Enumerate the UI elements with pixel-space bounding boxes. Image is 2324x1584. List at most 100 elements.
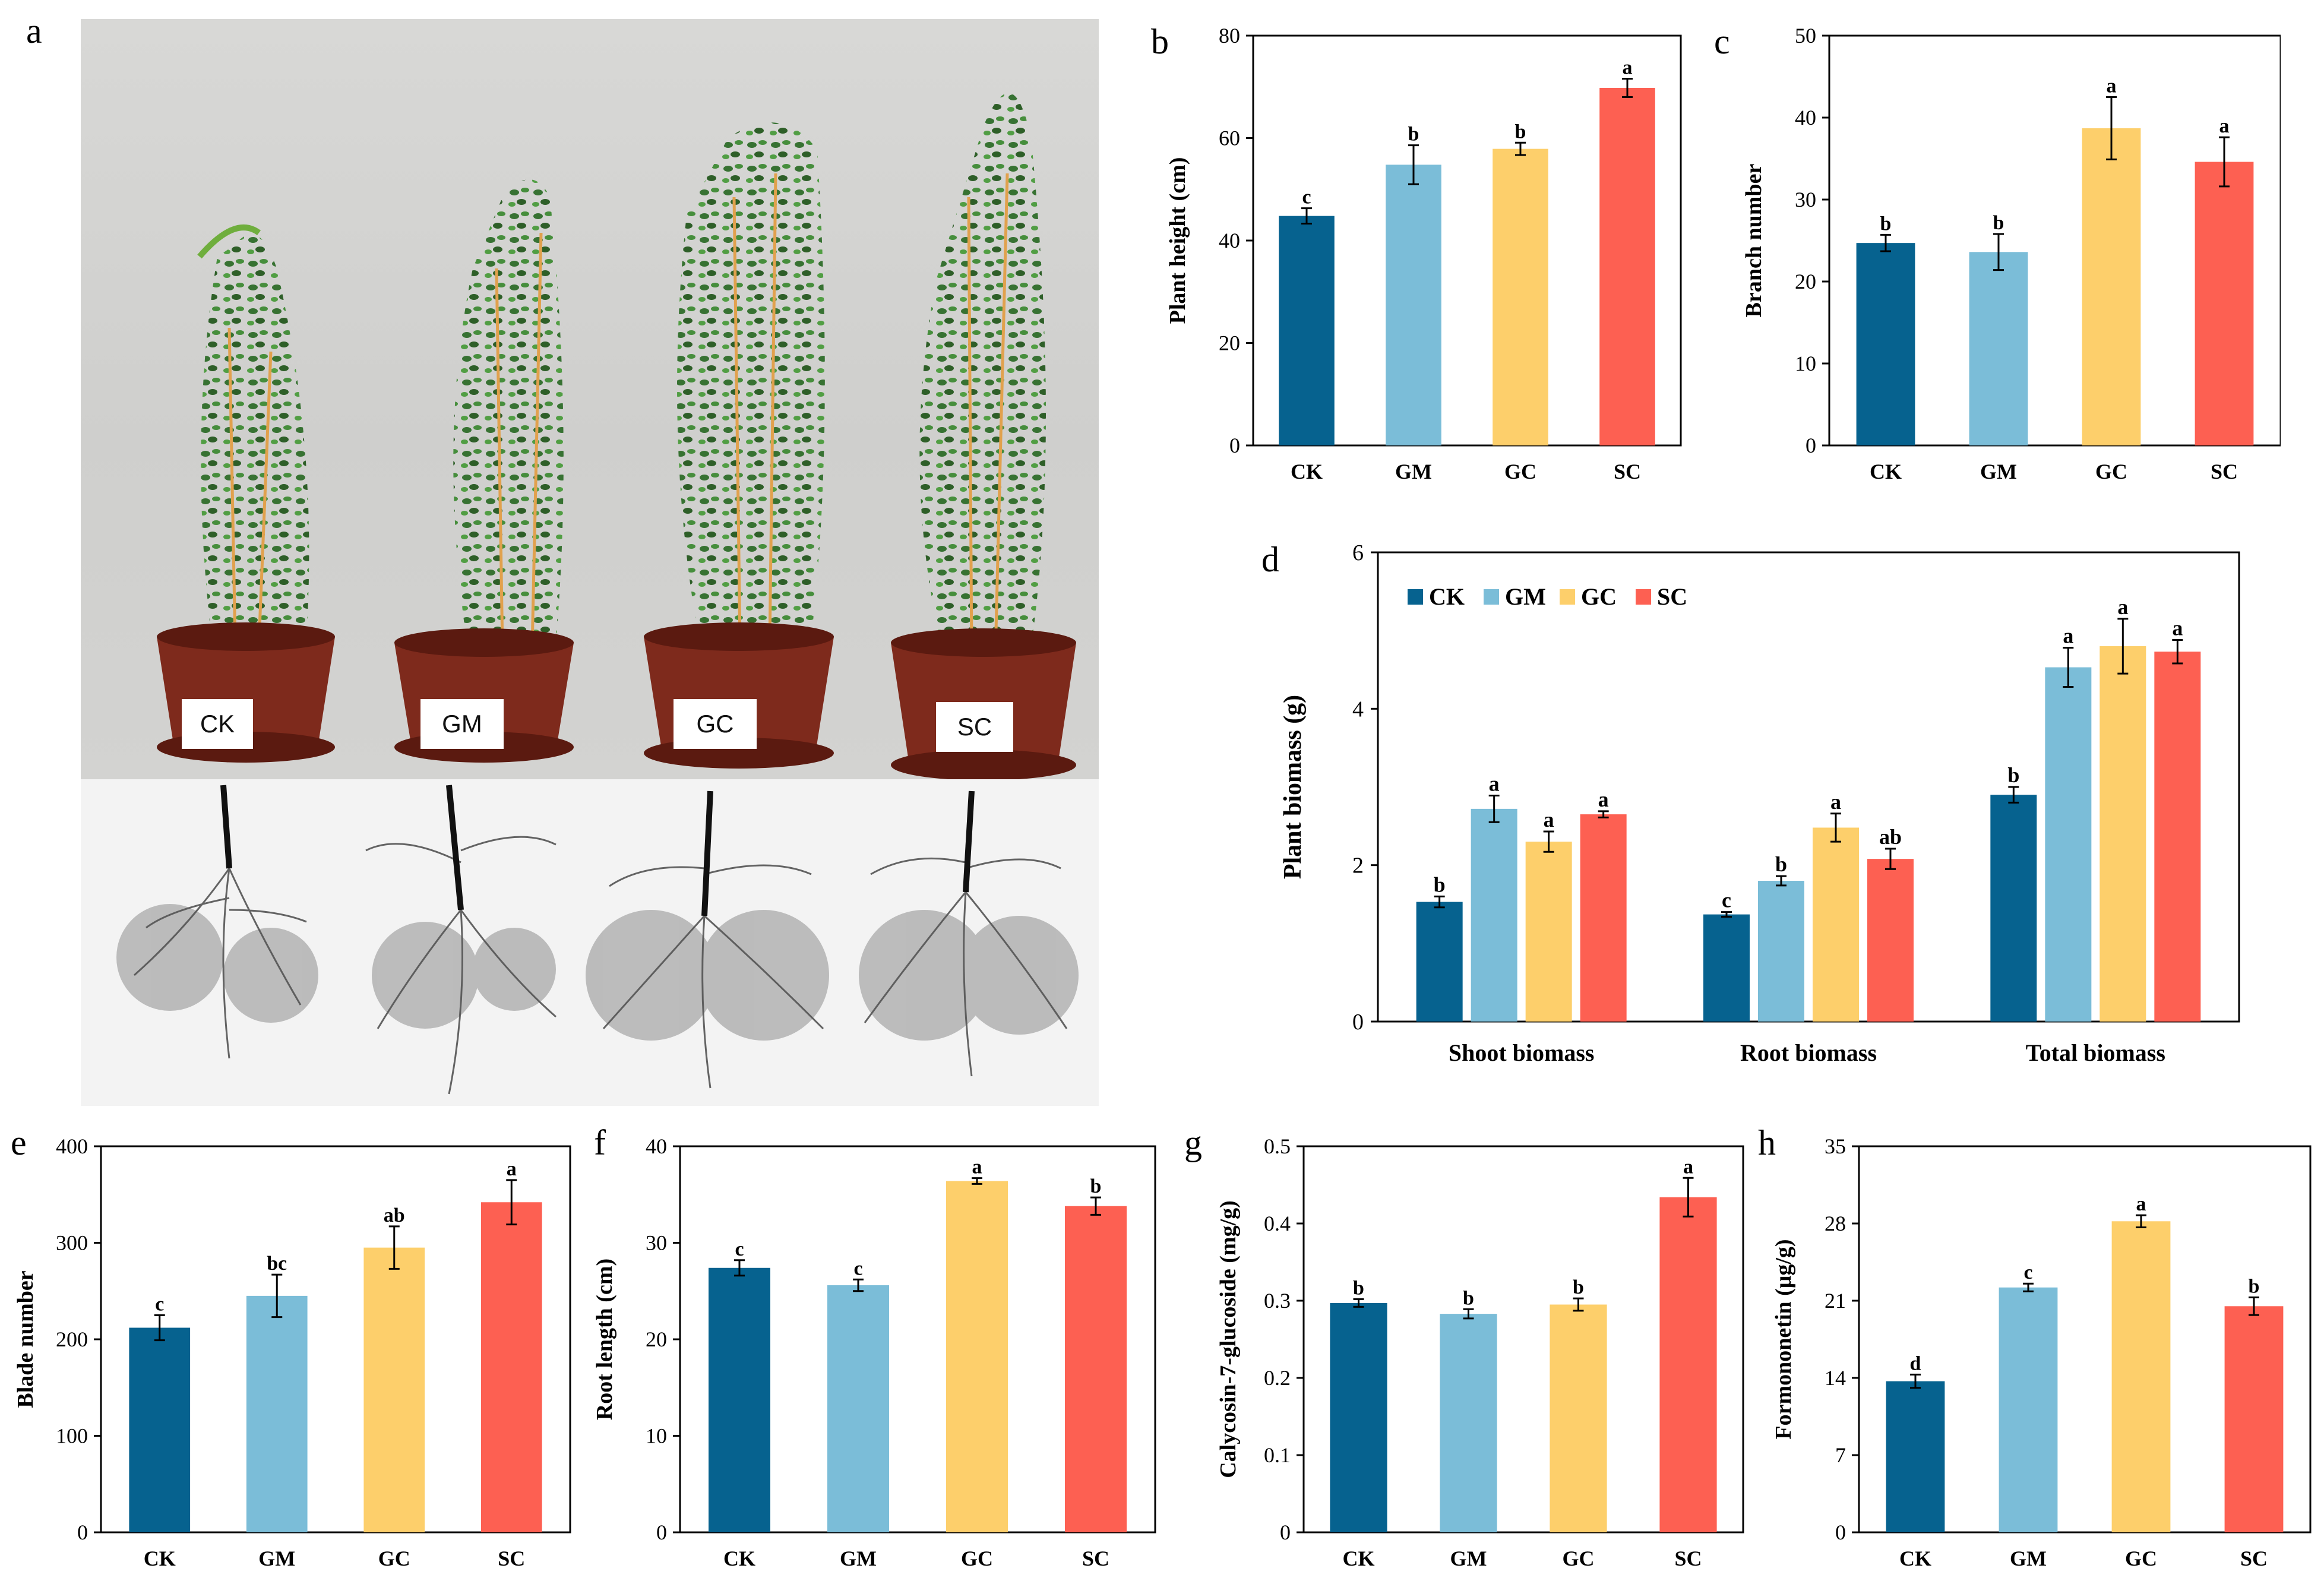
chart-formononetin: 0 7 14 21 28 35 Formononetin (μg/g) d CK c GM a GC b S…	[1752, 1128, 2322, 1580]
y-tick-label: 0	[1352, 1010, 1364, 1035]
significance-letter: a	[1623, 56, 1633, 78]
chart-svg-f: 0 10 20 30 40 Root length (cm) c CK c GM a GC b SC	[592, 1134, 1156, 1570]
chart-svg-g: 0 0.1 0.2 0.3 0.4 0.5 Calycosin-7-glucoside (m…	[1216, 1134, 1744, 1570]
significance-letter: a	[2117, 595, 2128, 619]
panel-letter-b: b	[1151, 22, 1169, 61]
bar-sc	[480, 1202, 542, 1532]
bar-gc	[1525, 842, 1572, 1022]
legend-swatch-ck	[1408, 589, 1423, 605]
significance-letter: b	[1353, 1277, 1364, 1299]
panel-letter-d: d	[1261, 540, 1279, 579]
chart-blade-number: 0 100 200 300 400 Blade number c CK bc GM ab GC a SC	[0, 1128, 576, 1580]
y-axis-label: Plant height (cm)	[1165, 157, 1190, 324]
y-tick-label: 0	[1835, 1520, 1846, 1544]
bar-ck	[1886, 1381, 1945, 1532]
y-tick-label: 80	[1219, 24, 1240, 48]
significance-letter: b	[2249, 1275, 2260, 1297]
x-tick-label: GC	[961, 1547, 993, 1570]
x-group-label: Shoot biomass	[1449, 1039, 1595, 1066]
plot-frame	[1858, 1145, 2312, 1534]
y-tick-label: 35	[1825, 1134, 1846, 1158]
bar-ck	[1330, 1302, 1387, 1532]
significance-letter: b	[1434, 872, 1446, 896]
x-tick-label: SC	[1614, 460, 1641, 483]
bar-gm	[2045, 667, 2092, 1022]
y-tick-label: 200	[56, 1327, 88, 1351]
chart-plant-biomass: 0 2 4 6 Plant biomass (g) b a a a Shoot biomass c b…	[1247, 535, 2257, 1105]
bar-ck	[1279, 216, 1335, 445]
y-axis-label: Root length (cm)	[592, 1259, 617, 1420]
x-tick-label: SC	[2240, 1547, 2268, 1570]
y-tick-label: 0.3	[1264, 1289, 1291, 1313]
x-tick-label: GM	[2010, 1547, 2047, 1570]
bar-ck	[1416, 902, 1463, 1022]
y-tick-label: 30	[646, 1231, 667, 1255]
legend-swatch-sc	[1636, 589, 1651, 605]
significance-letter: a	[972, 1156, 982, 1178]
plant-photo: CK GM GC SC	[81, 19, 1099, 1106]
y-tick-label: 30	[1795, 188, 1816, 211]
y-tick-label: 21	[1825, 1289, 1846, 1313]
pot-label-gc: GC	[674, 699, 757, 749]
y-tick-label: 0.1	[1264, 1443, 1291, 1467]
legend-label: SC	[1657, 583, 1687, 610]
significance-letter: b	[1463, 1287, 1474, 1309]
y-tick-label: 0	[1806, 434, 1816, 457]
bar-ck	[1856, 243, 1915, 445]
panel-letter-e: e	[11, 1123, 27, 1162]
significance-letter: a	[2136, 1193, 2146, 1215]
significance-letter: c	[1302, 186, 1311, 208]
bar-ck	[1990, 795, 2037, 1022]
root-system-illustration	[116, 785, 1079, 1095]
significance-letter: c	[1722, 889, 1731, 912]
y-tick-label: 20	[646, 1327, 667, 1351]
y-tick-label: 4	[1352, 697, 1364, 722]
plot-frame	[1828, 34, 2281, 447]
chart-svg-c: 0 10 20 30 40 50 Branch number b CK b GM a GC a SC	[1741, 24, 2281, 483]
bar-gc	[363, 1247, 425, 1532]
bar-gc	[946, 1181, 1008, 1532]
y-tick-label: 0	[77, 1520, 88, 1544]
pot-label-sc: SC	[936, 702, 1013, 752]
bar-ck	[129, 1327, 191, 1532]
bar-ck	[709, 1267, 770, 1532]
chart-plant-height: 0 20 40 60 80 Plant height (cm) c CK b GM b GC a SC	[1146, 18, 1693, 487]
x-tick-label: SC	[1674, 1547, 1702, 1570]
x-tick-label: GC	[1504, 460, 1536, 483]
chart-branch-number: 0 10 20 30 40 50 Branch number b CK b GM a GC a SC	[1710, 18, 2281, 487]
plot-frame	[1302, 1145, 1744, 1534]
bar-gc	[1550, 1304, 1607, 1532]
significance-letter: a	[507, 1158, 517, 1180]
x-tick-label: CK	[1870, 460, 1902, 483]
y-tick-label: 20	[1219, 331, 1240, 355]
y-tick-label: 0.2	[1264, 1366, 1291, 1390]
significance-letter: b	[2007, 763, 2019, 787]
x-tick-label: CK	[144, 1547, 176, 1570]
bar-gm	[827, 1285, 889, 1532]
x-tick-label: SC	[1082, 1547, 1109, 1570]
bar-ck	[1703, 914, 1750, 1022]
bar-sc	[2154, 652, 2201, 1022]
bar-gc	[1493, 148, 1548, 446]
significance-letter: b	[1993, 212, 2004, 234]
x-tick-label: GM	[840, 1547, 877, 1570]
x-tick-label: SC	[2211, 460, 2238, 483]
significance-letter: a	[2063, 624, 2073, 648]
chart-svg-d: 0 2 4 6 Plant biomass (g) b a a a Shoot biomass c b…	[1279, 540, 2240, 1066]
x-tick-label: SC	[498, 1547, 525, 1570]
y-axis-label: Calycosin-7-glucoside (mg/g)	[1216, 1200, 1241, 1478]
panel-letter-c: c	[1714, 22, 1730, 61]
bar-gm	[1758, 881, 1804, 1022]
y-tick-label: 14	[1825, 1366, 1846, 1390]
root-scan-photo	[81, 779, 1099, 1106]
legend-label: CK	[1429, 583, 1465, 610]
y-tick-label: 6	[1352, 540, 1364, 565]
chart-calycosin: 0 0.1 0.2 0.3 0.4 0.5 Calycosin-7-glucoside (m…	[1173, 1128, 1749, 1580]
legend-label: GM	[1505, 583, 1546, 610]
y-tick-label: 0.5	[1264, 1134, 1291, 1158]
significance-letter: ab	[384, 1204, 405, 1226]
significance-letter: c	[155, 1293, 164, 1315]
pot-label-ck: CK	[182, 699, 253, 749]
bar-sc	[1580, 814, 1627, 1022]
significance-letter: c	[735, 1238, 744, 1260]
